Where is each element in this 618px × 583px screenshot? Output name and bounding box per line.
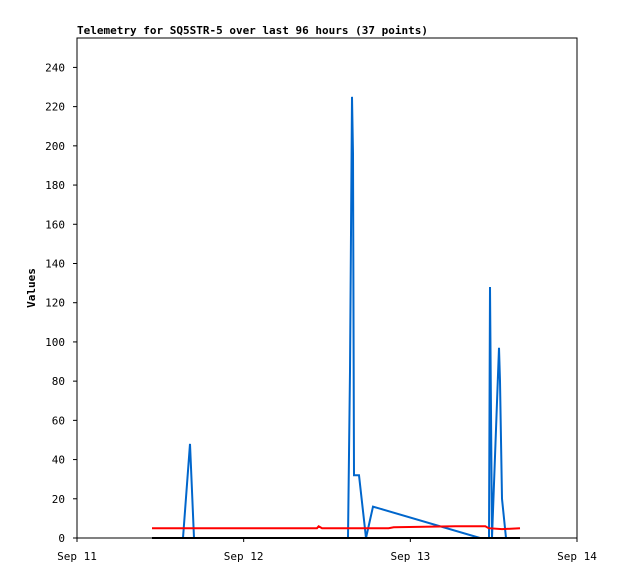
- series-line: [152, 524, 521, 531]
- y-tick-label: 60: [52, 414, 65, 427]
- y-tick-label: 200: [45, 140, 65, 153]
- y-axis-label: Values: [25, 268, 38, 308]
- x-tick-label: Sep 12: [224, 550, 264, 563]
- y-tick-label: 20: [52, 493, 65, 506]
- y-tick-label: 120: [45, 297, 65, 310]
- y-tick-label: 180: [45, 179, 65, 192]
- y-tick-label: 40: [52, 454, 65, 467]
- y-tick-label: 140: [45, 257, 65, 270]
- x-tick-label: Sep 11: [57, 550, 97, 563]
- x-tick-label: Sep 13: [390, 550, 430, 563]
- y-tick-label: 240: [45, 61, 65, 74]
- chart-title: Telemetry for SQ5STR-5 over last 96 hour…: [77, 24, 428, 37]
- x-tick-label: Sep 14: [557, 550, 597, 563]
- y-tick-label: 0: [58, 532, 65, 545]
- y-tick-label: 160: [45, 218, 65, 231]
- y-tick-label: 80: [52, 375, 65, 388]
- y-tick-label: 220: [45, 101, 65, 114]
- y-tick-label: 100: [45, 336, 65, 349]
